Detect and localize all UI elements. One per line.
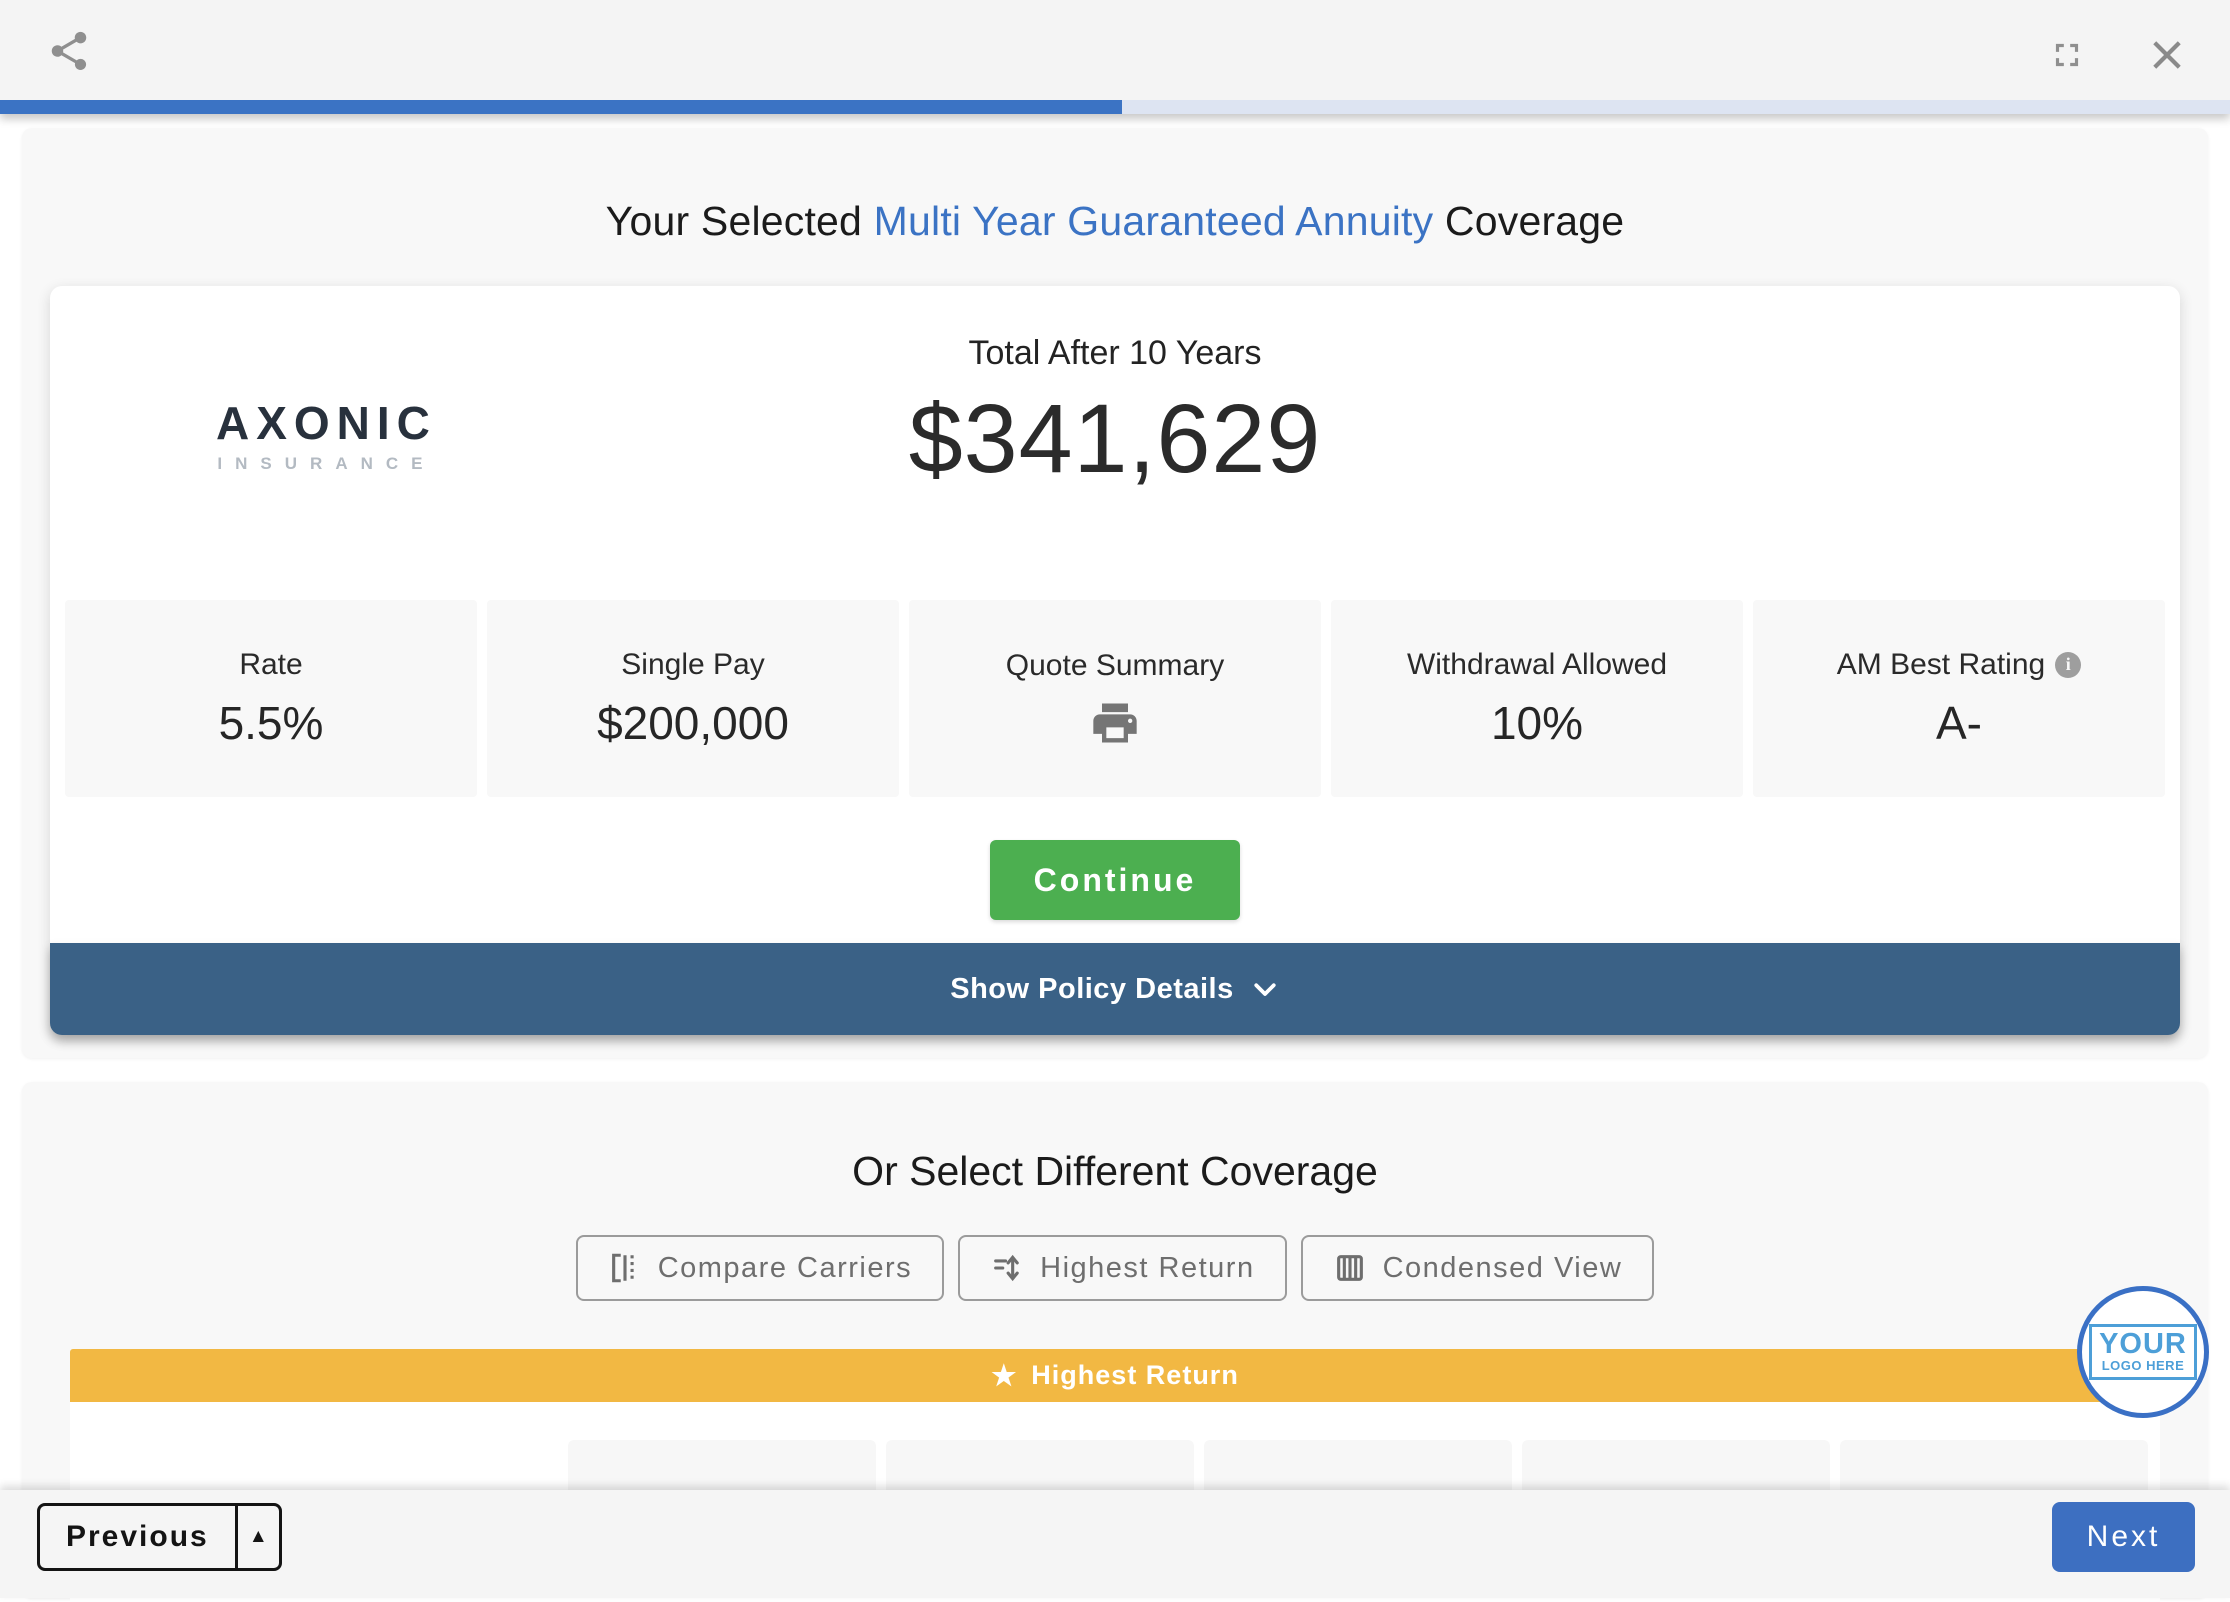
highest-return-banner: ★ Highest Return <box>70 1349 2160 1402</box>
wizard-nav-bar: Previous ▲ Next <box>0 1490 2230 1598</box>
page-title-product: Multi Year Guaranteed Annuity <box>873 198 1434 244</box>
view-options-row: Compare Carriers Highest Return Condense… <box>22 1235 2208 1301</box>
continue-button[interactable]: Continue <box>990 840 1240 920</box>
your-logo-placeholder: YOUR LOGO HERE <box>2089 1324 2197 1380</box>
condensed-view-button[interactable]: Condensed View <box>1300 1235 1655 1301</box>
stat-quote-summary[interactable]: Quote Summary <box>909 600 1321 797</box>
fullscreen-icon[interactable] <box>2048 36 2086 74</box>
total-block: Total After 10 Years $341,629 <box>50 334 2180 495</box>
stat-rate: Rate 5.5% <box>65 600 477 797</box>
stat-am-best-rating: AM Best Rating i A- <box>1753 600 2165 797</box>
share-icon[interactable] <box>46 28 92 74</box>
different-coverage-heading: Or Select Different Coverage <box>852 1148 1378 1194</box>
quote-stats-row: Rate 5.5% Single Pay $200,000 Quote Summ… <box>65 600 2165 797</box>
total-value: $341,629 <box>908 384 1322 493</box>
page-title: Your Selected Multi Year Guaranteed Annu… <box>22 128 2208 245</box>
previous-dropdown-arrow-icon[interactable]: ▲ <box>234 1506 279 1568</box>
stat-withdrawal: Withdrawal Allowed 10% <box>1331 600 1743 797</box>
chevron-down-icon <box>1254 983 1276 996</box>
page-title-suffix: Coverage <box>1433 198 1625 244</box>
page-title-prefix: Your Selected <box>605 198 874 244</box>
sort-highest-return-icon <box>994 1254 1019 1282</box>
progress-bar <box>0 100 2230 114</box>
carrier-name: AXONIC <box>216 397 437 449</box>
highest-return-banner-label: Highest Return <box>1031 1360 1239 1390</box>
next-button[interactable]: Next <box>2052 1502 2195 1572</box>
condensed-view-icon <box>1336 1255 1363 1281</box>
top-toolbar <box>0 0 2230 100</box>
close-icon[interactable] <box>2146 34 2188 76</box>
total-label: Total After 10 Years <box>968 334 1262 372</box>
your-logo-badge: YOUR LOGO HERE <box>2077 1286 2209 1418</box>
star-icon: ★ <box>991 1359 1018 1391</box>
carrier-logo: AXONIC INSURANCE <box>216 396 437 474</box>
previous-button-label[interactable]: Previous <box>66 1520 209 1553</box>
carrier-subtitle: INSURANCE <box>217 454 436 473</box>
info-icon[interactable]: i <box>2055 651 2082 678</box>
previous-button[interactable]: Previous ▲ <box>37 1503 282 1571</box>
highest-return-button[interactable]: Highest Return <box>958 1235 1287 1301</box>
printer-icon[interactable] <box>1089 697 1141 749</box>
compare-carriers-button[interactable]: Compare Carriers <box>575 1235 945 1301</box>
compare-carriers-icon <box>611 1253 634 1283</box>
show-policy-details-label: Show Policy Details <box>950 972 1234 1005</box>
stat-single-pay: Single Pay $200,000 <box>487 600 899 797</box>
progress-bar-fill <box>0 100 1122 114</box>
show-policy-details-bar[interactable]: Show Policy Details <box>50 943 2180 1035</box>
selected-coverage-panel: Your Selected Multi Year Guaranteed Annu… <box>22 128 2208 1058</box>
quote-card: AXONIC INSURANCE Total After 10 Years $3… <box>50 286 2180 1035</box>
